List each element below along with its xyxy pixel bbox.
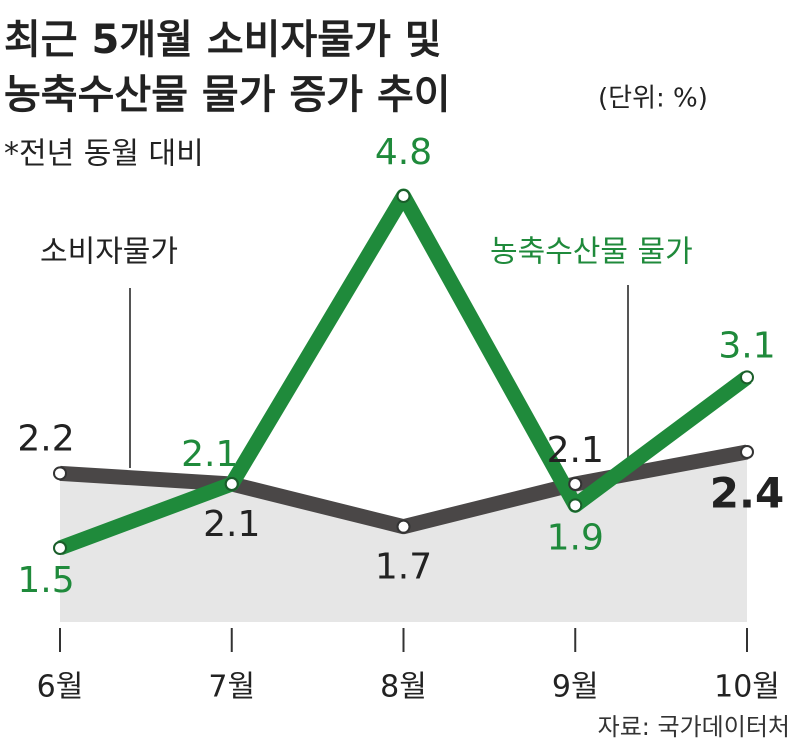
value-label: 1.5 [17,560,74,601]
marker [53,541,67,555]
value-label: 2.1 [203,504,260,545]
marker [740,370,754,385]
x-tick-label: 10월 [714,670,780,705]
legend-label: 소비자물가 [40,235,178,270]
marker [568,498,583,513]
subtitle: *전년 동월 대비 [4,137,204,172]
marker [53,466,67,481]
unit-label: (단위: %) [598,84,708,114]
x-tick-label: 8월 [380,670,427,705]
marker [396,519,411,534]
x-tick-label: 6월 [37,670,84,705]
value-label: 2.2 [17,418,74,459]
value-label: 1.7 [375,547,432,588]
value-label: 2.1 [181,434,238,475]
legend-label: 농축수산물 물가 [490,235,693,270]
value-label: 2.4 [710,469,784,518]
marker [224,477,239,491]
marker [740,445,754,459]
x-tick-label: 7월 [208,670,255,705]
marker [396,189,411,203]
value-label: 2.1 [547,430,604,471]
value-label: 3.1 [718,325,775,366]
source: 자료: 국가데이터처 [598,713,790,741]
chart-title: 농축수산물 물가 증가 추이 [4,72,451,118]
marker [568,477,583,491]
chart-title: 최근 5개월 소비자물가 및 [4,17,442,63]
value-label: 4.8 [375,132,432,173]
value-label: 1.9 [547,517,604,558]
x-tick-label: 9월 [552,670,599,705]
